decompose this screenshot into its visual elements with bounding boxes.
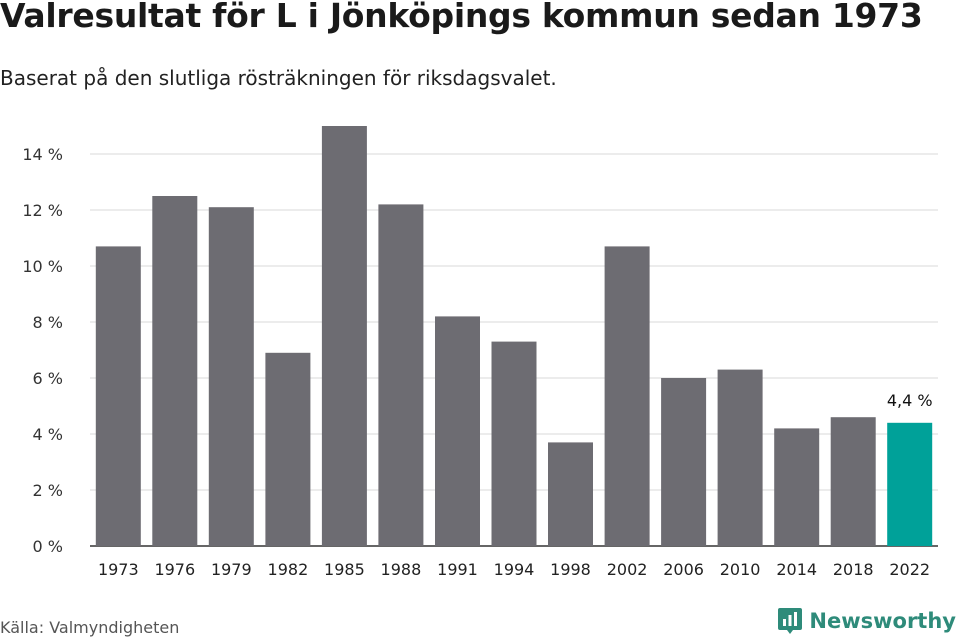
y-tick-label: 6 % xyxy=(33,369,63,388)
bar-2014 xyxy=(774,428,820,546)
y-tick-label: 0 % xyxy=(33,537,63,556)
bar-2002 xyxy=(604,246,650,546)
x-tick-label: 1985 xyxy=(324,560,365,579)
x-tick-label: 2010 xyxy=(720,560,761,579)
bar-1988 xyxy=(378,204,424,546)
bar-2022 xyxy=(887,422,933,546)
x-tick-label: 1998 xyxy=(550,560,591,579)
y-tick-label: 2 % xyxy=(33,481,63,500)
x-tick-label: 2014 xyxy=(776,560,817,579)
value-annotation: 4,4 % xyxy=(887,391,933,410)
bar-1991 xyxy=(435,316,480,546)
x-tick-label: 1979 xyxy=(211,560,252,579)
y-tick-label: 12 % xyxy=(22,201,63,220)
x-tick-label: 1988 xyxy=(381,560,422,579)
bar-1973 xyxy=(95,246,141,546)
bar-1985 xyxy=(321,126,367,546)
bar-chart: 0 % 2 % 4 % 6 % 8 % 10 % 12 % 14 % 1973 1976 1979 1… xyxy=(22,126,938,579)
y-tick-label: 8 % xyxy=(33,313,63,332)
bar-1998 xyxy=(548,442,593,546)
x-tick-label: 2018 xyxy=(833,560,874,579)
x-tick-label: 1973 xyxy=(98,560,139,579)
y-tick-label: 14 % xyxy=(22,145,63,164)
brand-logo: Newsworthy xyxy=(777,606,956,636)
x-tick-label: 1991 xyxy=(437,560,478,579)
bar-2010 xyxy=(717,369,763,546)
bar-2006 xyxy=(661,378,707,546)
bar-1976 xyxy=(152,196,198,546)
source-note: Källa: Valmyndigheten xyxy=(0,618,180,637)
bar-1994 xyxy=(491,341,537,546)
chart-title: Valresultat för L i Jönköpings kommun se… xyxy=(0,0,923,35)
x-tick-label: 2006 xyxy=(663,560,704,579)
x-tick-label: 1982 xyxy=(268,560,309,579)
y-tick-label: 4 % xyxy=(33,425,63,444)
bar-2018 xyxy=(830,417,876,546)
bar-1979 xyxy=(208,207,254,546)
chart-subtitle: Baserat på den slutliga rösträkningen fö… xyxy=(0,66,557,90)
x-tick-label: 1994 xyxy=(494,560,535,579)
brand-name: Newsworthy xyxy=(809,609,956,633)
newsworthy-logo-icon xyxy=(778,608,803,634)
y-tick-label: 10 % xyxy=(22,257,63,276)
x-tick-label: 2002 xyxy=(607,560,648,579)
x-tick-label: 1976 xyxy=(154,560,195,579)
bar-1982 xyxy=(265,352,311,546)
x-tick-label: 2022 xyxy=(889,560,930,579)
